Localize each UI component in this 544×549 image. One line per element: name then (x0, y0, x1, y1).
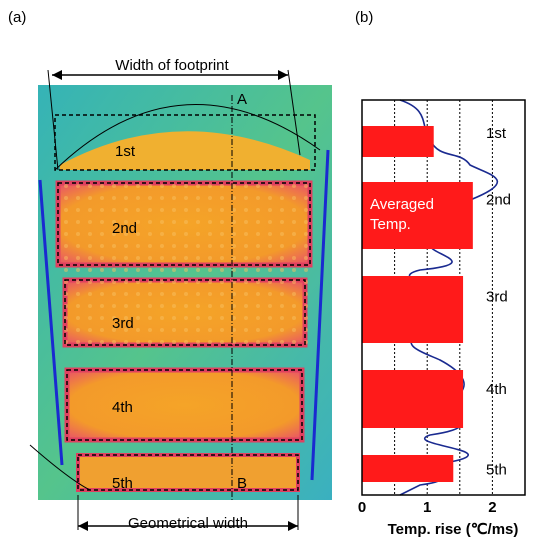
row-label: 4th (112, 399, 133, 416)
point-label: A (237, 91, 247, 108)
x-tick-label: 1 (423, 499, 431, 516)
bar (362, 276, 464, 343)
category-label: 3rd (486, 288, 508, 305)
annotation-line: Averaged (370, 196, 434, 213)
row-label: 1st (115, 143, 136, 160)
panel-label: (b) (355, 9, 373, 26)
row-label: 3rd (112, 315, 134, 332)
panel-label: (a) (8, 9, 26, 26)
category-label: 2nd (486, 191, 511, 208)
row-label: 5th (112, 475, 133, 492)
point-label: B (237, 475, 247, 492)
bar (362, 126, 434, 157)
chart: 0 1 2 1st 2nd 3rd 4th 5th Averaged Temp. Temp. ris… (358, 99, 526, 538)
row-label: 2nd (112, 220, 137, 237)
bar (362, 455, 454, 482)
width-label: Width of footprint (115, 57, 229, 74)
plot-frame (361, 99, 526, 496)
x-tick-label: 2 (488, 499, 496, 516)
category-label: 1st (486, 125, 507, 142)
x-axis-label: Temp. rise (℃/ms) (388, 521, 519, 538)
thermal-image (29, 69, 332, 531)
annotation-line: Temp. (370, 216, 411, 233)
bottom-label: Geometrical width (128, 515, 248, 532)
bar (362, 370, 464, 428)
annotation: Averaged Temp. (370, 196, 434, 233)
category-label: 5th (486, 461, 507, 478)
category-label: 4th (486, 381, 507, 398)
bar (362, 182, 473, 249)
x-tick-label: 0 (358, 499, 366, 516)
